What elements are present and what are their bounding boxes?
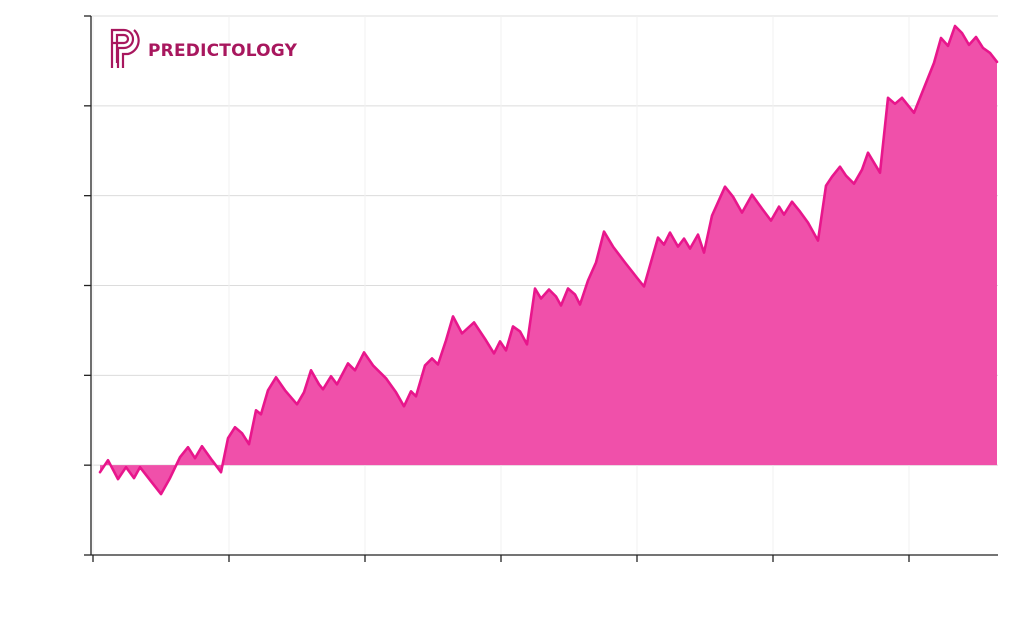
line	[98, 24, 999, 496]
area	[100, 26, 997, 495]
logo-icon	[113, 33, 130, 63]
logo-icon	[110, 28, 135, 68]
logo-text: PREDICTOLOGY	[148, 41, 298, 61]
logo	[110, 28, 140, 68]
logo-icon	[121, 29, 140, 68]
